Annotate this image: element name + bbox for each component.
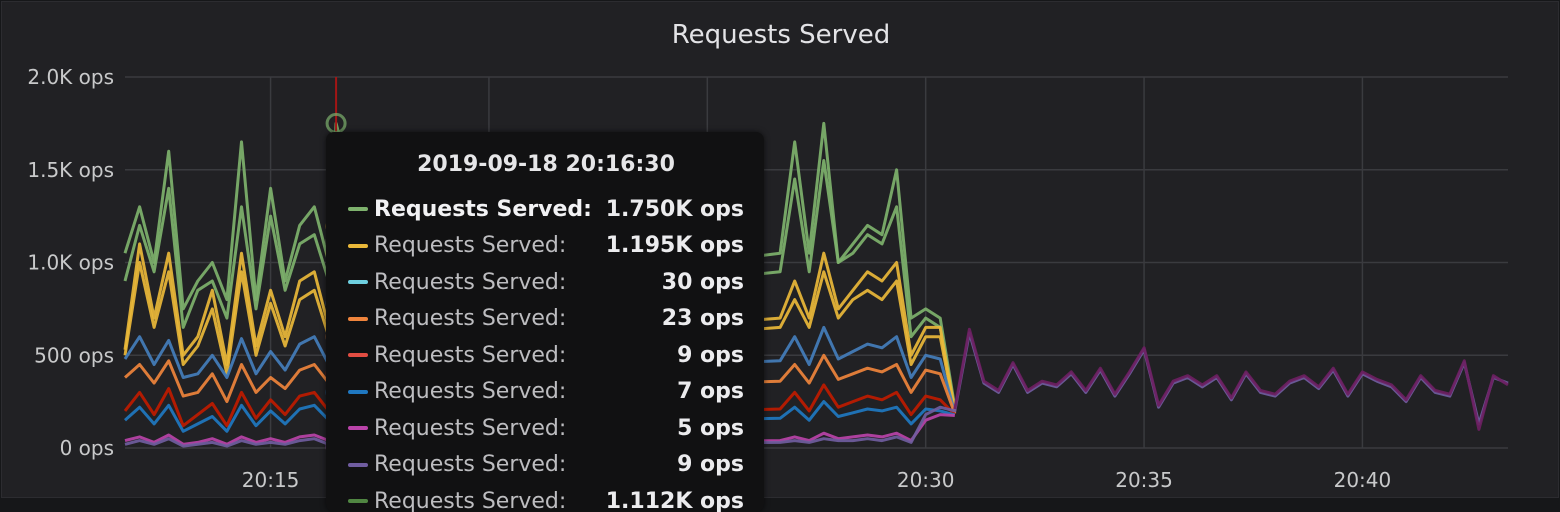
tooltip-row-value: 23 ops: [661, 306, 744, 332]
tooltip-timestamp: 2019-09-18 20:16:30: [417, 152, 675, 177]
tooltip-row: Requests Served: 30 ops: [348, 264, 744, 301]
tooltip-row-value: 7 ops: [677, 379, 744, 405]
tooltip-row-value: 1.750K ops: [605, 196, 744, 222]
series-color-swatch: [348, 389, 368, 394]
x-tick-label: 20:30: [897, 468, 955, 492]
tooltip-row: Requests Served: 7 ops: [348, 374, 744, 411]
series-color-swatch: [348, 207, 368, 212]
tooltip-row-label: Requests Served:: [374, 269, 567, 295]
tooltip-row: Requests Served: 9 ops: [348, 337, 744, 374]
tooltip-row-label: Requests Served:: [374, 415, 567, 441]
tooltip-row-label: Requests Served:: [374, 342, 567, 368]
tooltip-row: Requests Served: 9 ops: [348, 447, 744, 484]
y-tick-label: 2.0K ops: [27, 65, 114, 89]
x-tick-label: 20:35: [1115, 468, 1173, 492]
series-color-swatch: [348, 316, 368, 321]
tooltip-row-label: Requests Served:: [374, 306, 567, 332]
series-color-swatch: [348, 280, 368, 285]
series-color-swatch: [348, 243, 368, 248]
tooltip-row: Requests Served: 1.195K ops: [348, 228, 744, 265]
x-tick-label: 20:15: [242, 468, 300, 492]
panel-title[interactable]: Requests Served: [671, 20, 891, 50]
y-tick-label: 0 ops: [60, 436, 114, 460]
chart-svg[interactable]: 0 ops 500 ops 1.0K ops 1.5K ops 2.0K ops 20:…: [2, 2, 1560, 499]
tooltip-row-value: 1.112K ops: [605, 488, 744, 512]
series-color-swatch: [348, 426, 368, 431]
tooltip-row-label: Requests Served:: [374, 379, 567, 405]
y-tick-label: 500 ops: [34, 343, 114, 367]
tooltip-row-value: 1.195K ops: [605, 233, 744, 259]
tooltip-row: Requests Served: 23 ops: [348, 301, 744, 338]
tooltip-row-label: Requests Served:: [374, 233, 567, 259]
y-tick-label: 1.0K ops: [27, 251, 114, 275]
tooltip-row-value: 5 ops: [677, 415, 744, 441]
tooltip-row-label: Requests Served:: [374, 452, 567, 478]
series-line: [953, 327, 1509, 431]
tooltip-row-value: 9 ops: [677, 342, 744, 368]
x-tick-label: 20:40: [1334, 468, 1392, 492]
y-axis: 0 ops 500 ops 1.0K ops 1.5K ops 2.0K ops: [27, 65, 114, 460]
tooltip-row-label: Requests Served:: [374, 196, 592, 222]
tooltip-rows: Requests Served: 1.750K ops Requests Ser…: [348, 191, 744, 512]
series-color-swatch: [348, 462, 368, 467]
tooltip-row-value: 30 ops: [661, 269, 744, 295]
series-color-swatch: [348, 353, 368, 358]
y-tick-label: 1.5K ops: [27, 158, 114, 182]
tooltip-row: Requests Served: 1.750K ops: [348, 191, 744, 228]
tooltip-row-value: 9 ops: [677, 452, 744, 478]
tooltip-row-label: Requests Served:: [374, 488, 567, 512]
hover-tooltip: 2019-09-18 20:16:30 Requests Served: 1.7…: [326, 132, 764, 512]
series-color-swatch: [348, 499, 368, 504]
tooltip-row: Requests Served: 5 ops: [348, 410, 744, 447]
